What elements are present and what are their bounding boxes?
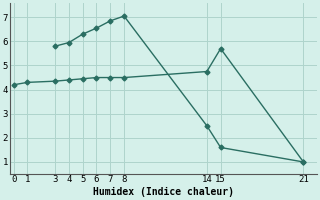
X-axis label: Humidex (Indice chaleur): Humidex (Indice chaleur): [93, 187, 234, 197]
